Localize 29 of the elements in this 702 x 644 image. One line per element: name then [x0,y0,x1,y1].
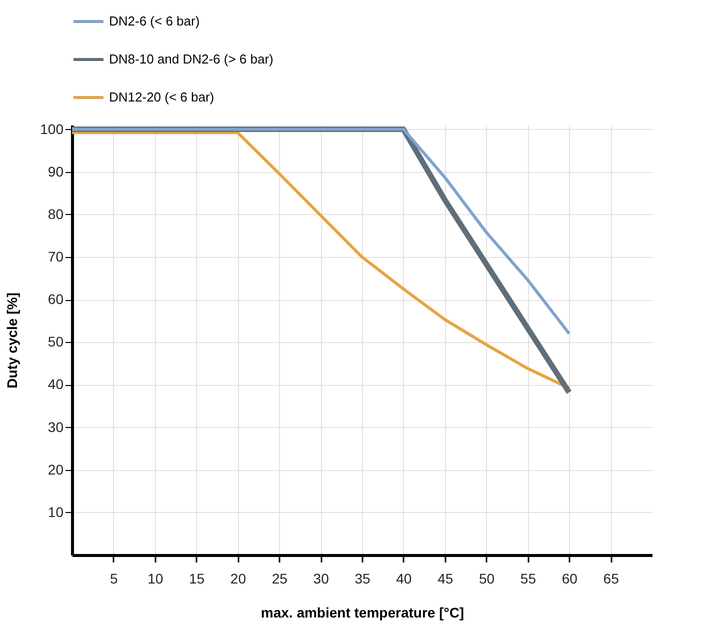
x-axis-title: max. ambient temperature [°C] [260,604,464,620]
x-tick-label: 55 [520,570,536,586]
y-tick-label: 40 [48,376,64,392]
legend-label: DN8-10 and DN2-6 (> 6 bar) [109,52,274,66]
y-axis-title: Duty cycle [%] [4,292,20,388]
legend-label: DN12-20 (< 6 bar) [109,90,214,104]
y-tick-label: 50 [48,334,64,350]
y-tick-label: 30 [48,418,64,435]
x-tick-label: 10 [148,570,164,586]
x-tick-label: 20 [230,570,246,586]
y-tick-label: 70 [48,248,64,264]
y-tick-label: 100 [40,120,64,137]
x-tick-label: 30 [313,570,330,586]
y-tick-label: 20 [48,461,64,478]
x-tick-label: 45 [438,570,454,586]
y-tick-label: 60 [48,291,64,308]
x-tick-label: 60 [562,570,578,586]
x-tick-label: 65 [603,570,620,586]
x-tick-label: 15 [188,570,205,586]
legend-label: DN2-6 (< 6 bar) [109,14,200,28]
x-tick-label: 25 [272,570,288,586]
x-tick-label: 50 [478,570,495,586]
y-tick-label: 90 [48,163,64,180]
y-tick-label: 80 [48,206,64,222]
x-tick-label: 5 [110,570,118,586]
y-tick-label: 10 [48,504,64,520]
line-series [70,128,571,336]
x-tick-label: 40 [396,570,412,586]
x-tick-label: 35 [354,570,370,586]
